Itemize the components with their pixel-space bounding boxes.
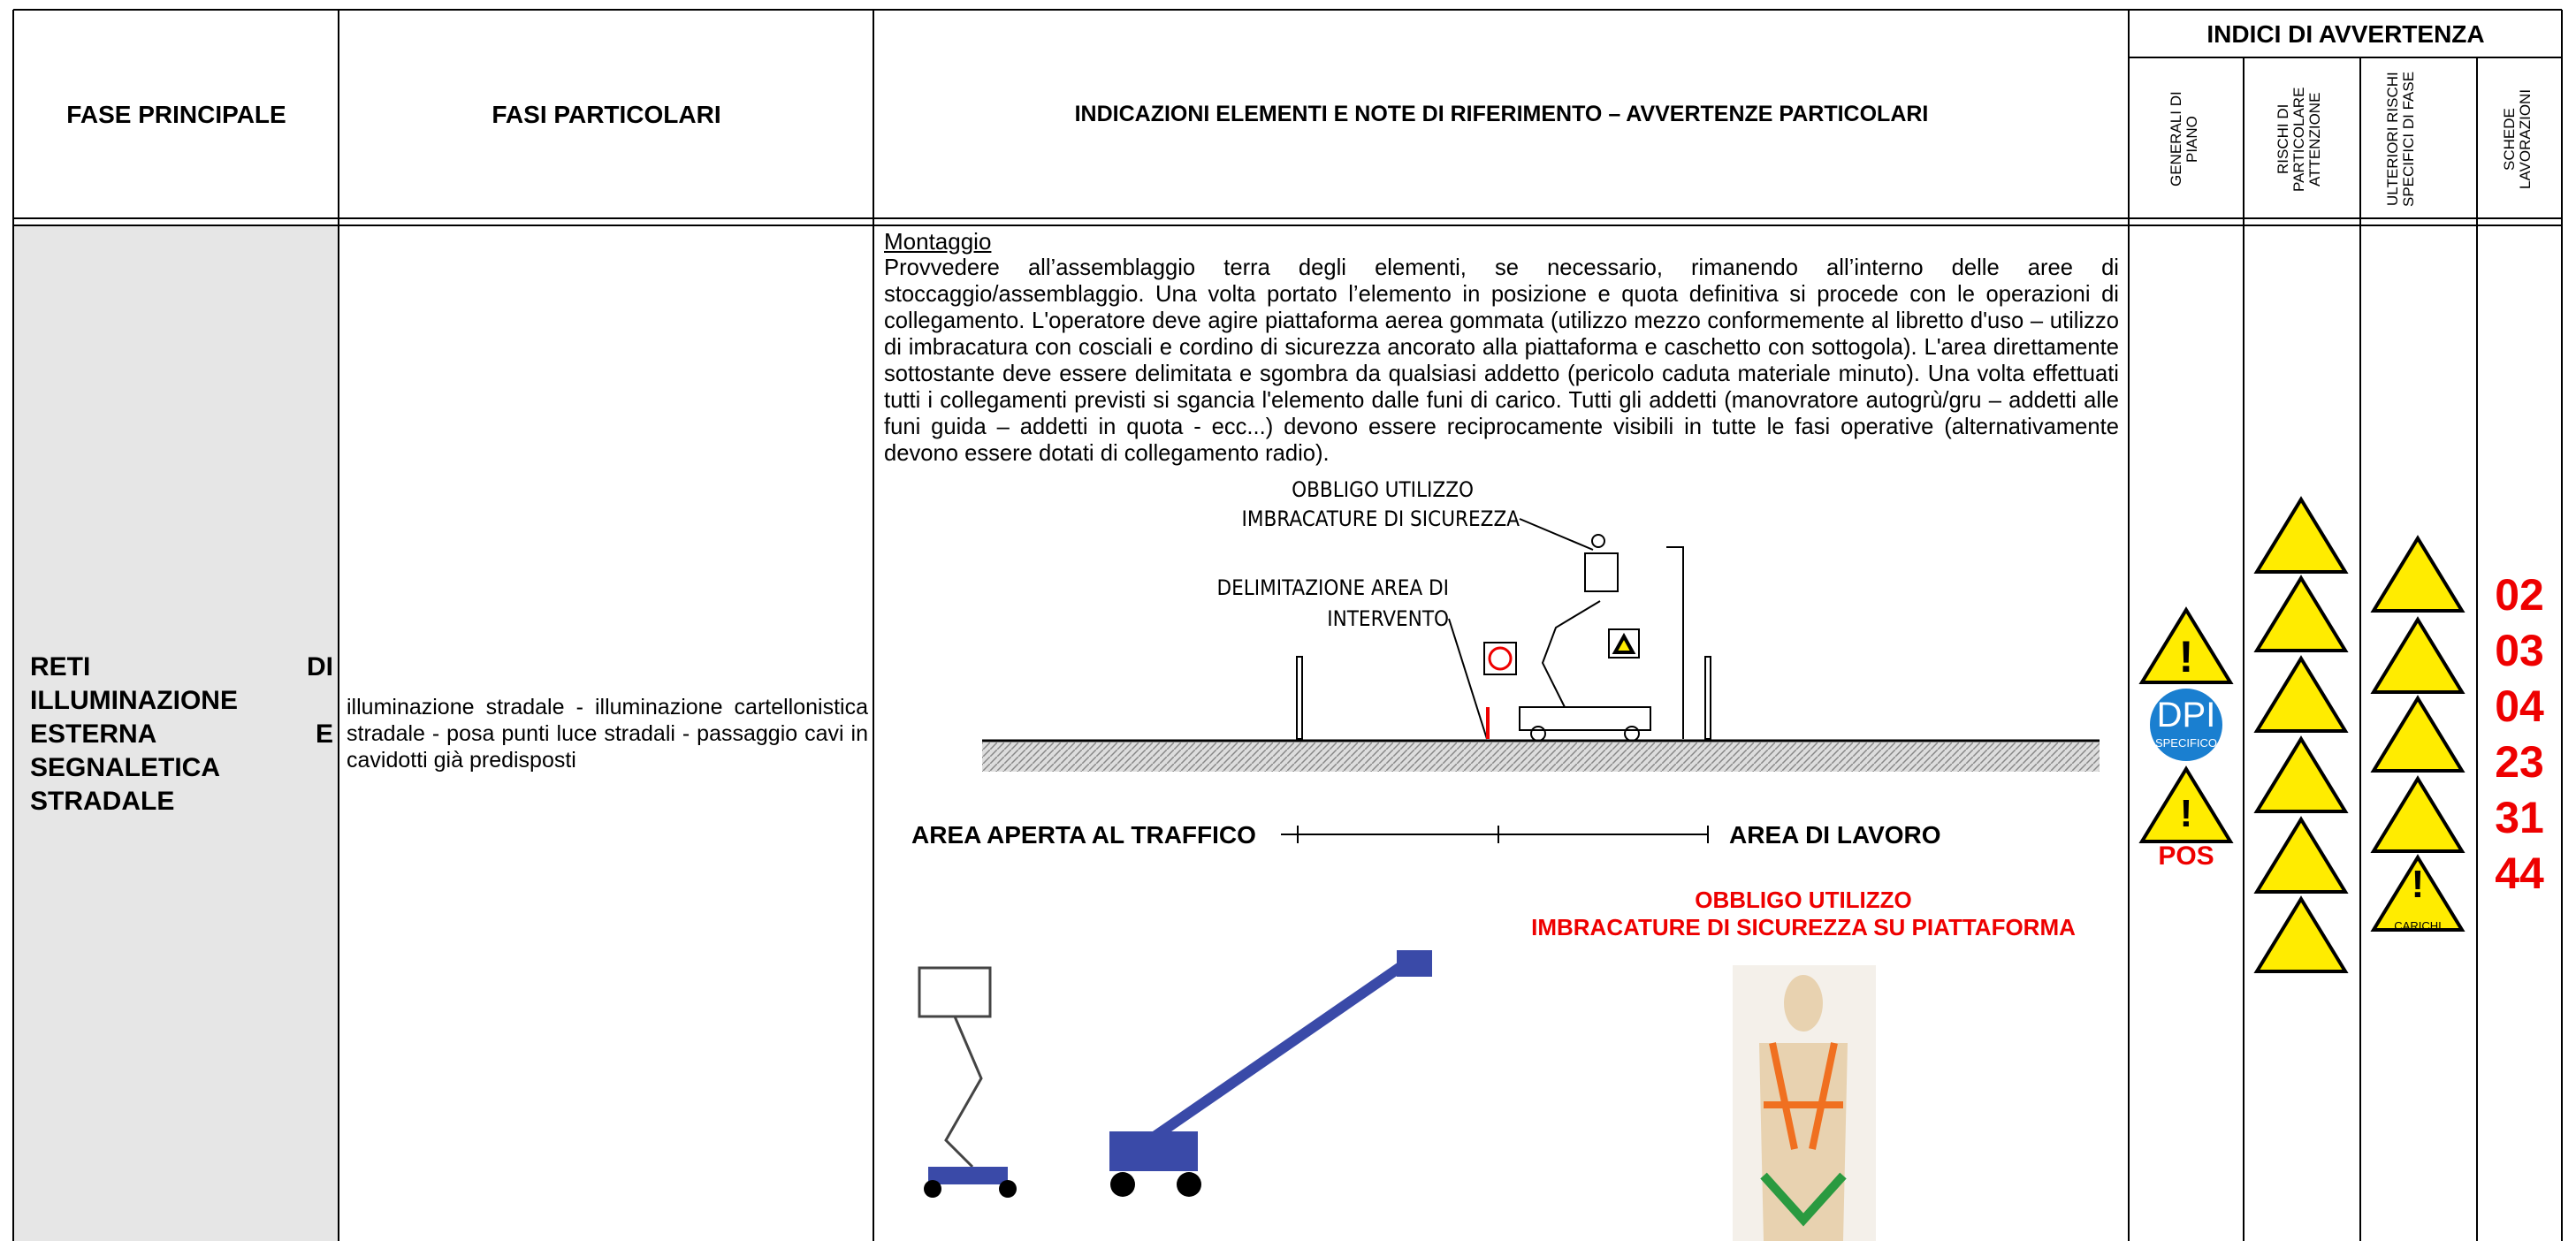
svg-text:!: ! bbox=[2180, 792, 2193, 835]
header-cell: ULTERIORI RISCHI SPECIFICI DI FASE bbox=[2384, 71, 2417, 208]
header-cell: FASE PRINCIPALE bbox=[66, 100, 286, 128]
scheda-number: 31 bbox=[2495, 793, 2544, 842]
diagram-label: AREA APERTA AL TRAFFICO bbox=[911, 821, 1256, 849]
scheda-number: 23 bbox=[2495, 737, 2544, 787]
scheda-number: 44 bbox=[2495, 849, 2544, 898]
caption: IMBRACATURE DI SICUREZZA SU PIATTAFORMA bbox=[1531, 914, 2076, 940]
fase-principale: RETI DI ILLUMINAZIONE ESTERNA E SEGNALET… bbox=[30, 652, 333, 816]
fasi-particolari: illuminazione stradale - illuminazione c… bbox=[347, 695, 868, 773]
svg-text:!: ! bbox=[2179, 632, 2194, 681]
svg-text:!: ! bbox=[2412, 863, 2425, 906]
header-cell: FASI PARTICOLARI bbox=[492, 100, 721, 128]
scheda-number: 03 bbox=[2495, 626, 2544, 675]
icon-text: CARICHI bbox=[2394, 919, 2441, 933]
diagram-label: IMBRACATURE DI SICUREZZA bbox=[1242, 506, 1520, 531]
header-cell: INDICI DI AVVERTENZA bbox=[2206, 19, 2485, 48]
section-heading: Montaggio bbox=[884, 228, 992, 255]
diagram-label: OBBLIGO UTILIZZO bbox=[1292, 477, 1474, 502]
icon-text: SPECIFICO bbox=[2155, 736, 2217, 750]
diagram-label: DELIMITAZIONE AREA DI bbox=[1216, 575, 1449, 600]
schede: 02 03 04 23 31 44 bbox=[2477, 567, 2562, 902]
diagram-label: AREA DI LAVORO bbox=[1729, 821, 1941, 849]
header-cell: INDICAZIONI ELEMENTI E NOTE DI RIFERIMEN… bbox=[1074, 102, 1929, 126]
scheda-number: 04 bbox=[2495, 681, 2544, 731]
scheda-number: 02 bbox=[2495, 570, 2544, 620]
paragraph: Provvedere all’assemblaggio terra degli … bbox=[884, 255, 2119, 466]
diagram-label: INTERVENTO bbox=[1327, 606, 1449, 631]
header-cell: SCHEDE LAVORAZIONI bbox=[2501, 88, 2534, 190]
header-cell: GENERALI DI PIANO bbox=[2168, 91, 2200, 187]
icon-text: DPI bbox=[2157, 696, 2216, 735]
header-cell: RISCHI DI PARTICOLARE ATTENZIONE bbox=[2275, 87, 2323, 192]
icon-text: POS bbox=[2158, 841, 2214, 871]
caption: OBBLIGO UTILIZZO bbox=[1695, 887, 1912, 913]
